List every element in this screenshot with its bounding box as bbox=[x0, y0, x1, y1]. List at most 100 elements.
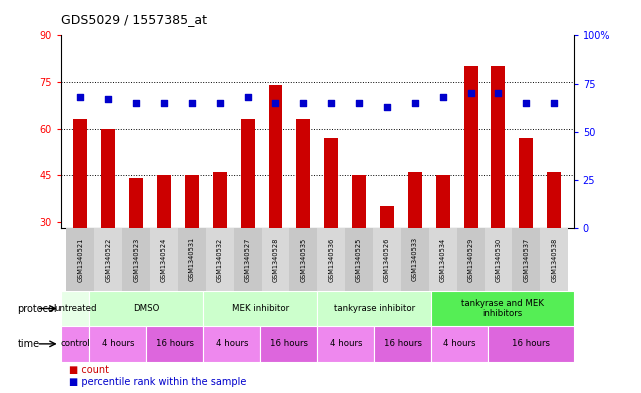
Bar bbox=[234, 228, 262, 291]
Text: tankyrase inhibitor: tankyrase inhibitor bbox=[334, 304, 415, 313]
Point bbox=[410, 99, 420, 106]
Text: 4 hours: 4 hours bbox=[329, 340, 362, 348]
Bar bbox=[431, 291, 574, 326]
Bar bbox=[547, 172, 561, 315]
Point bbox=[326, 99, 337, 106]
Bar bbox=[122, 228, 150, 291]
Text: GSM1340537: GSM1340537 bbox=[523, 237, 529, 281]
Bar bbox=[61, 291, 89, 326]
Bar bbox=[380, 206, 394, 315]
Text: GSM1340534: GSM1340534 bbox=[440, 237, 445, 281]
Bar bbox=[185, 175, 199, 315]
Text: ■ percentile rank within the sample: ■ percentile rank within the sample bbox=[69, 377, 246, 387]
Bar bbox=[150, 228, 178, 291]
Text: 4 hours: 4 hours bbox=[102, 340, 134, 348]
Text: GSM1340538: GSM1340538 bbox=[551, 237, 557, 281]
Bar bbox=[260, 326, 317, 362]
Bar bbox=[345, 228, 373, 291]
Bar bbox=[317, 291, 431, 326]
Point bbox=[131, 99, 141, 106]
Bar bbox=[317, 228, 345, 291]
Bar bbox=[74, 119, 87, 315]
Text: control: control bbox=[60, 340, 90, 348]
Bar bbox=[262, 228, 290, 291]
Bar bbox=[61, 326, 89, 362]
Text: 16 hours: 16 hours bbox=[384, 340, 422, 348]
Text: GSM1340522: GSM1340522 bbox=[105, 237, 112, 281]
Bar bbox=[157, 175, 171, 315]
Text: 16 hours: 16 hours bbox=[156, 340, 194, 348]
Text: 16 hours: 16 hours bbox=[270, 340, 308, 348]
Bar bbox=[512, 228, 540, 291]
Bar bbox=[67, 228, 94, 291]
Bar bbox=[429, 228, 456, 291]
Point bbox=[271, 99, 281, 106]
Text: GSM1340525: GSM1340525 bbox=[356, 237, 362, 281]
Text: GSM1340521: GSM1340521 bbox=[78, 237, 83, 281]
Bar bbox=[203, 326, 260, 362]
Text: time: time bbox=[17, 339, 40, 349]
Bar bbox=[94, 228, 122, 291]
Text: GSM1340530: GSM1340530 bbox=[495, 237, 501, 281]
Bar bbox=[317, 326, 374, 362]
Bar bbox=[324, 138, 338, 315]
Text: GSM1340532: GSM1340532 bbox=[217, 237, 223, 281]
Text: GSM1340529: GSM1340529 bbox=[467, 237, 474, 281]
Text: GSM1340533: GSM1340533 bbox=[412, 237, 418, 281]
Point bbox=[298, 99, 308, 106]
Text: GSM1340526: GSM1340526 bbox=[384, 237, 390, 281]
Bar bbox=[89, 291, 203, 326]
Bar bbox=[519, 138, 533, 315]
Bar bbox=[456, 228, 485, 291]
Point bbox=[75, 94, 85, 100]
Point bbox=[242, 94, 253, 100]
Text: 4 hours: 4 hours bbox=[444, 340, 476, 348]
Bar bbox=[401, 228, 429, 291]
Text: protocol: protocol bbox=[17, 303, 57, 314]
Bar bbox=[488, 326, 574, 362]
Point bbox=[187, 99, 197, 106]
Point bbox=[438, 94, 448, 100]
Text: GSM1340523: GSM1340523 bbox=[133, 237, 139, 281]
Point bbox=[159, 99, 169, 106]
Point bbox=[465, 90, 476, 96]
Point bbox=[549, 99, 560, 106]
Text: GSM1340536: GSM1340536 bbox=[328, 237, 334, 281]
Bar bbox=[146, 326, 203, 362]
Bar bbox=[101, 129, 115, 315]
Text: GSM1340524: GSM1340524 bbox=[161, 237, 167, 281]
Point bbox=[494, 90, 504, 96]
Bar bbox=[431, 326, 488, 362]
Bar bbox=[374, 326, 431, 362]
Bar bbox=[492, 66, 505, 315]
Bar bbox=[485, 228, 512, 291]
Bar bbox=[269, 85, 283, 315]
Text: GSM1340528: GSM1340528 bbox=[272, 237, 278, 281]
Bar bbox=[463, 66, 478, 315]
Text: 16 hours: 16 hours bbox=[512, 340, 550, 348]
Bar bbox=[89, 326, 146, 362]
Point bbox=[103, 96, 113, 102]
Text: GSM1340531: GSM1340531 bbox=[189, 237, 195, 281]
Text: ■ count: ■ count bbox=[69, 365, 108, 375]
Bar bbox=[373, 228, 401, 291]
Bar bbox=[203, 291, 317, 326]
Bar bbox=[213, 172, 227, 315]
Point bbox=[354, 99, 364, 106]
Bar bbox=[296, 119, 310, 315]
Bar bbox=[408, 172, 422, 315]
Bar bbox=[129, 178, 143, 315]
Text: 4 hours: 4 hours bbox=[215, 340, 248, 348]
Text: MEK inhibitor: MEK inhibitor bbox=[232, 304, 289, 313]
Bar bbox=[290, 228, 317, 291]
Bar bbox=[206, 228, 234, 291]
Bar bbox=[178, 228, 206, 291]
Text: DMSO: DMSO bbox=[133, 304, 160, 313]
Text: GSM1340535: GSM1340535 bbox=[301, 237, 306, 281]
Bar bbox=[436, 175, 450, 315]
Point bbox=[382, 103, 392, 110]
Bar bbox=[240, 119, 254, 315]
Point bbox=[521, 99, 531, 106]
Point bbox=[215, 99, 225, 106]
Bar bbox=[540, 228, 568, 291]
